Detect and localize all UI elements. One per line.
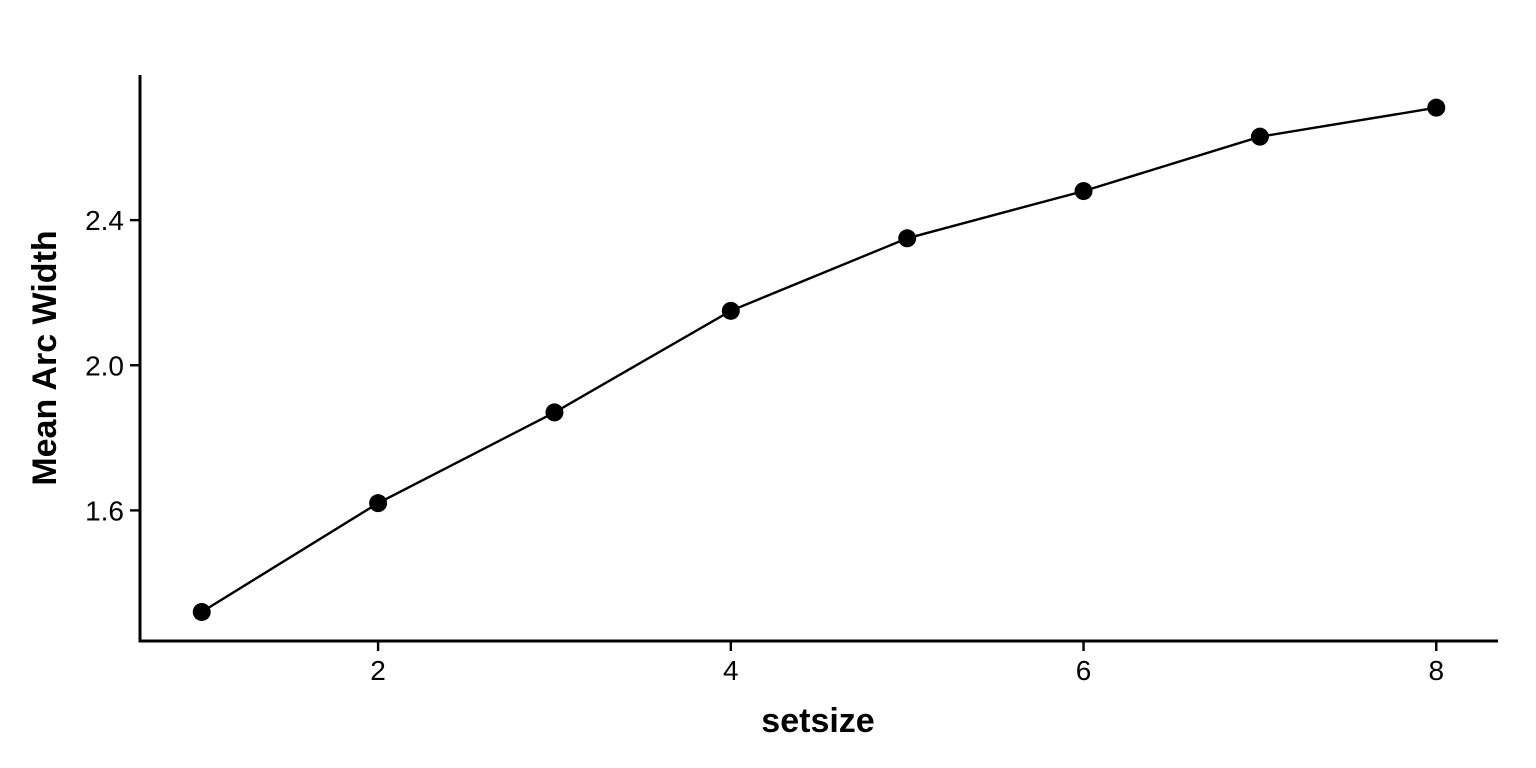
data-point (898, 229, 917, 248)
y-tick-label: 2.0 (85, 350, 124, 381)
data-point (545, 403, 564, 422)
x-axis-ticks: 2 4 6 8 (370, 641, 1444, 686)
data-point (1250, 127, 1269, 146)
data-point (192, 602, 211, 621)
y-tick-label: 1.6 (85, 495, 124, 526)
data-point (1427, 98, 1446, 117)
x-axis-title: setsize (761, 702, 874, 740)
data-point (721, 301, 740, 320)
data-point (1074, 182, 1093, 201)
series-group (192, 98, 1446, 621)
y-axis-ticks: 1.6 2.0 2.4 (85, 205, 140, 526)
y-tick-label: 2.4 (85, 205, 124, 236)
series-line (201, 106, 1437, 614)
y-axis-title: Mean Arc Width (26, 230, 64, 485)
plot-area: 1.6 2.0 2.4 2 4 6 8 (85, 75, 1498, 686)
data-point (369, 494, 388, 513)
x-tick-label: 6 (1076, 655, 1092, 686)
x-tick-label: 8 (1428, 655, 1444, 686)
x-tick-label: 2 (370, 655, 386, 686)
x-tick-label: 4 (723, 655, 739, 686)
